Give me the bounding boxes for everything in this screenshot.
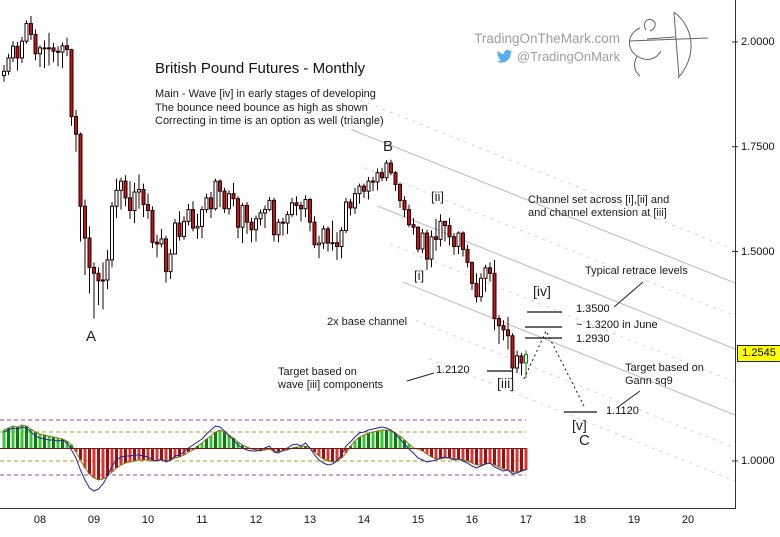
time-axis-tick-label: 08 [33,514,47,526]
target-wave-line-1: Target based on [278,366,357,378]
time-axis-tick-label: 16 [465,514,479,526]
target-gann-line-1: Target based on [625,362,704,374]
axes [0,0,738,509]
watermark: TradingOnTheMark.com @TradingOnMark [420,31,620,66]
wave-label-iv: [iv] [533,283,551,299]
price-level-label: ~ 1.3200 in June [576,319,658,331]
oscillator-panel [0,419,528,492]
note-line-2: The bounce need bounce as high as shown [155,101,368,114]
target-gann-line-2: Gann sq9 [625,374,673,387]
annotation-pointer-lines [406,281,644,408]
time-axis-tick-label: 11 [196,514,208,526]
wave-label-A: A [86,328,97,345]
target-level-lines [487,311,597,413]
time-axis-tick-label: 18 [573,514,587,526]
time-axis-tick-label: 09 [87,514,101,526]
analyst-notes: Main - Wave [iv] in early stages of deve… [155,88,384,129]
price-level-label: 1.1120 [606,405,639,417]
wave-label-B: B [383,138,394,155]
channel-annotation-line-1: Channel set across [i],[ii] and [528,194,670,206]
price-axis-tick-label: 1.0000 [741,455,775,467]
time-axis-tick-label: 15 [411,514,425,526]
price-level-label: 1.2930 [576,333,610,345]
channel-annotation: Channel set across [i],[ii] and and chan… [528,194,669,219]
target-wave-line-2: wave [iii] components [278,378,384,391]
retrace-annotation: Typical retrace levels [585,265,688,277]
wave-label-i: [i] [414,268,425,283]
price-level-label: 1.3500 [576,303,610,315]
wave-label-ii: [ii] [431,189,444,204]
candlesticks [2,16,528,391]
wave-label-iii: [iii] [497,375,515,391]
current-price-tag: 1.2545 [737,345,780,363]
note-line-1: Main - Wave [iv] in early stages of deve… [155,88,376,100]
time-axis-tick-label: 20 [681,514,695,526]
channel-annotation-line-2: and channel extension at [iii] [528,206,667,219]
note-line-3: Correcting in time is an option as well … [155,115,384,127]
archer-logo-sketch [629,11,709,79]
twitter-bird-icon [496,49,512,63]
time-axis-tick-label: 13 [303,514,317,526]
time-axis-tick-label: 14 [357,514,371,526]
time-axis-tick-label: 10 [141,514,155,526]
price-axis-tick-label: 2.0000 [741,36,775,48]
trend-channel-lines [337,90,736,482]
page-title: British Pound Futures - Monthly [155,60,366,77]
target-gann-annotation: Target based on Gann sq9 [625,362,704,387]
time-axis-tick-label: 19 [627,514,641,526]
time-axis-tick-label: 17 [519,514,533,526]
watermark-site-text: TradingOnTheMark.com [474,31,620,46]
time-axis-tick-label: 12 [249,514,263,526]
wave-label-v: [v] [572,417,587,433]
target-wave-annotation: Target based on wave [iii] components [278,366,383,391]
price-axis-tick-label: 1.5000 [741,245,775,258]
watermark-twitter-handle: @TradingOnMark [516,49,620,65]
wave-label-C: C [579,432,590,449]
base-channel-annotation: 2x base channel [327,316,408,328]
price-axis-tick-label: 1.7500 [741,140,775,153]
price-level-label: 1.2120 [436,364,470,376]
